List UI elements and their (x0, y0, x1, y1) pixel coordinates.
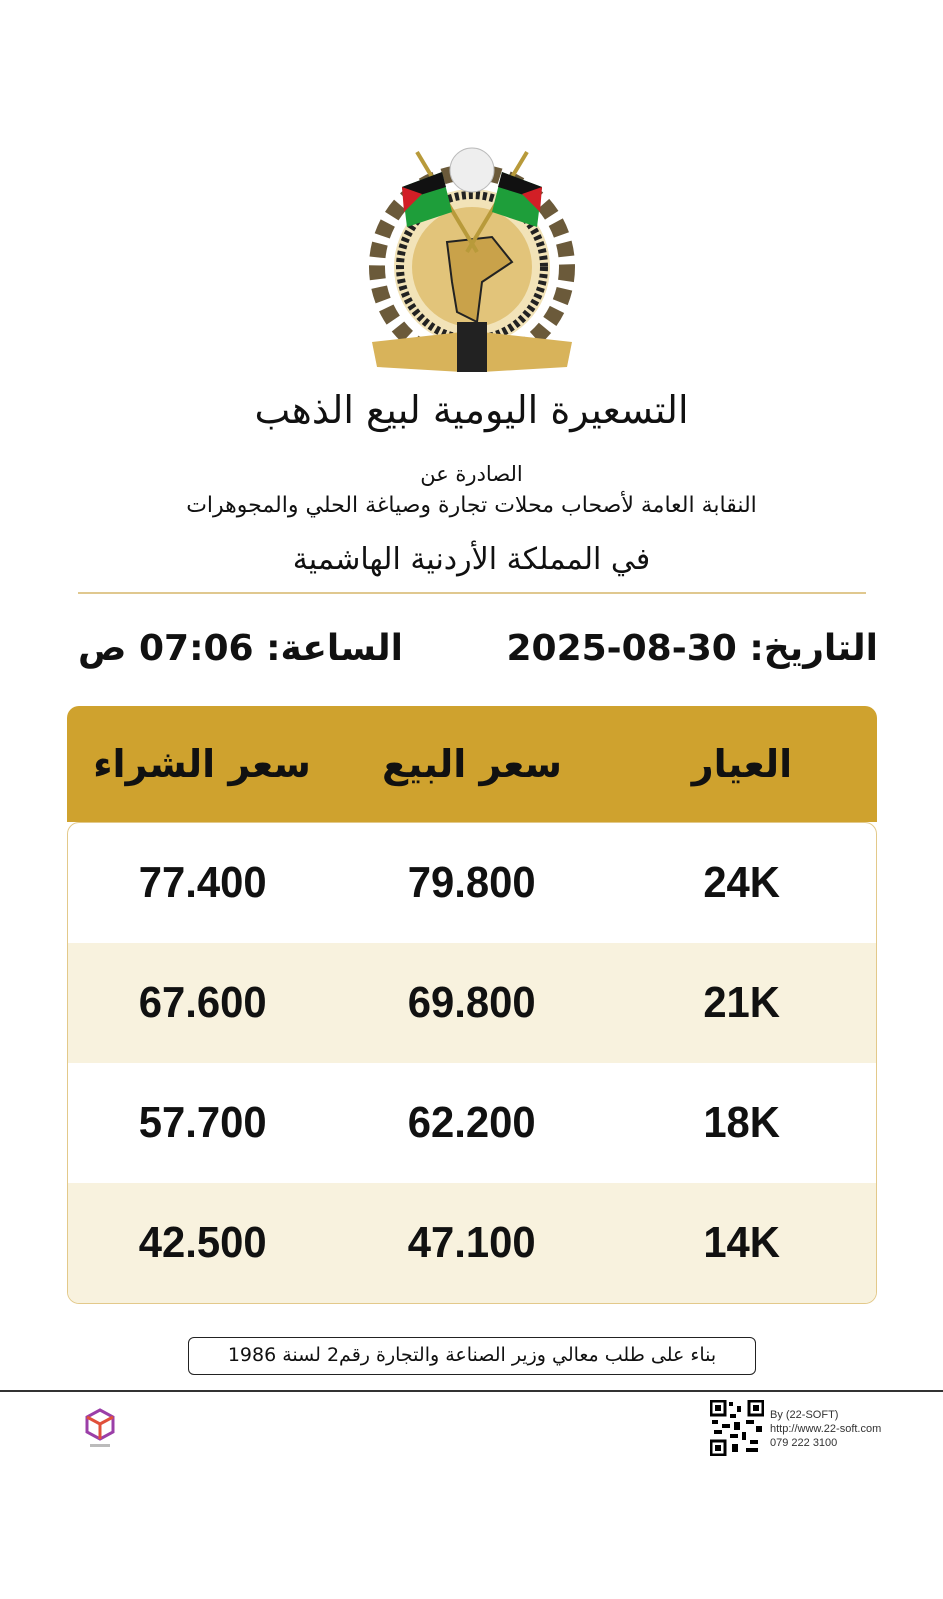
footer-rule (0, 1390, 943, 1392)
column-header-buy-price: سعر الشراء (93, 742, 311, 786)
qr-code[interactable] (710, 1400, 764, 1456)
column-header-karat: العيار (691, 742, 793, 786)
table-row: 21K 69.800 67.600 (68, 943, 876, 1063)
karat-cell: 14K (702, 1218, 780, 1267)
date-value: 30-08-2025 (506, 628, 737, 669)
22-soft-logo (85, 1408, 115, 1447)
ministerial-note: بناء على طلب معالي وزير الصناعة والتجارة… (188, 1337, 756, 1375)
sell-price-cell: 69.800 (408, 978, 536, 1027)
time-label: الساعة: (266, 628, 403, 669)
table-header: العيار سعر البيع سعر الشراء (67, 706, 877, 822)
divider (78, 592, 866, 594)
karat-cell: 18K (702, 1098, 780, 1147)
buy-price-cell: 77.400 (138, 858, 267, 907)
table-row: 18K 62.200 57.700 (68, 1063, 876, 1183)
credit-phone: 079 222 3100 (770, 1437, 838, 1449)
table-body: 24K 79.800 77.400 21K 69.800 67.600 18K 62.20… (67, 822, 877, 1304)
sell-price-cell: 79.800 (408, 858, 536, 907)
sell-price-cell: 47.100 (408, 1218, 536, 1267)
datetime-row: التاريخ: 30-08-2025 الساعة: 07:06 ص (78, 628, 878, 678)
issued-by-label: الصادرة عن (420, 462, 523, 486)
date-block: التاريخ: 30-08-2025 (506, 628, 878, 678)
time-block: الساعة: 07:06 ص (78, 628, 403, 678)
buy-price-cell: 42.500 (138, 1218, 267, 1267)
organization-name: النقابة العامة لأصحاب محلات تجارة وصياغة… (186, 493, 757, 518)
karat-cell: 21K (702, 978, 780, 1027)
date-label: التاريخ: (749, 628, 878, 669)
country-name: في المملكة الأردنية الهاشمية (292, 542, 651, 577)
syndicate-logo (369, 147, 575, 372)
credit-by: By (22-SOFT) (770, 1409, 839, 1421)
credit-website[interactable]: http://www.22-soft.com (770, 1423, 882, 1435)
time-value: 07:06 ص (78, 628, 254, 669)
buy-price-cell: 67.600 (138, 978, 267, 1027)
column-header-sell-price: سعر البيع (382, 742, 562, 786)
page-title: التسعيرة اليومية لبيع الذهب (254, 388, 689, 432)
developer-credit: By (22-SOFT) http://www.22-soft.com 079 … (770, 1408, 881, 1450)
sell-price-cell: 62.200 (408, 1098, 536, 1147)
table-row: 24K 79.800 77.400 (68, 823, 876, 943)
buy-price-cell: 57.700 (138, 1098, 267, 1147)
karat-cell: 24K (702, 858, 780, 907)
price-table: العيار سعر البيع سعر الشراء 24K 79.800 77.… (67, 706, 877, 1304)
table-row: 14K 47.100 42.500 (68, 1183, 876, 1303)
